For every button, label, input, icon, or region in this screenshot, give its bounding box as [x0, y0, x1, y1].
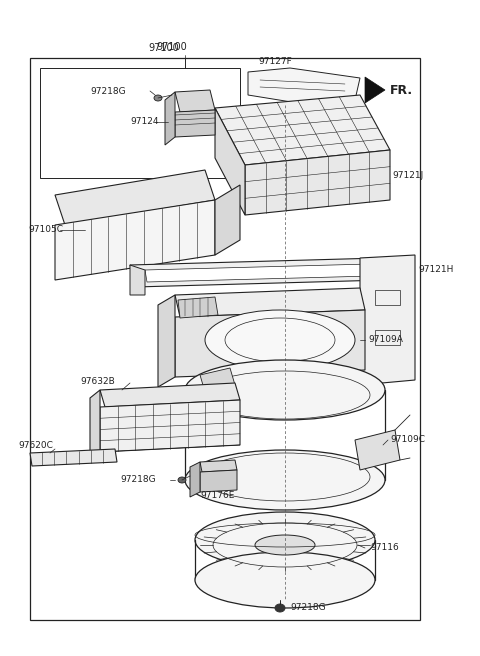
Polygon shape	[175, 288, 365, 317]
Text: 97109C: 97109C	[390, 436, 425, 445]
Text: 97105C: 97105C	[28, 226, 63, 234]
Bar	[375, 290, 400, 305]
Text: 97121J: 97121J	[392, 171, 423, 180]
Text: 97632B: 97632B	[80, 377, 115, 386]
Polygon shape	[355, 430, 400, 470]
Polygon shape	[158, 295, 175, 387]
Text: 97116: 97116	[370, 544, 399, 552]
Polygon shape	[100, 383, 240, 407]
Ellipse shape	[185, 360, 385, 420]
Polygon shape	[365, 77, 385, 103]
Polygon shape	[55, 200, 215, 280]
Bar	[30, 58, 420, 620]
Ellipse shape	[205, 310, 355, 370]
Polygon shape	[175, 90, 215, 112]
Bar	[40, 68, 240, 178]
Ellipse shape	[178, 477, 186, 483]
Bar	[375, 330, 400, 345]
Text: 97218G: 97218G	[90, 87, 126, 96]
Polygon shape	[175, 110, 215, 137]
Polygon shape	[165, 92, 175, 145]
Polygon shape	[190, 462, 200, 497]
Polygon shape	[200, 368, 235, 392]
Polygon shape	[360, 255, 415, 385]
Text: 97218G: 97218G	[290, 604, 325, 613]
Polygon shape	[30, 449, 117, 466]
Polygon shape	[130, 258, 385, 287]
Ellipse shape	[275, 604, 285, 612]
Polygon shape	[55, 170, 215, 225]
Ellipse shape	[154, 95, 162, 101]
Polygon shape	[245, 150, 390, 215]
Polygon shape	[248, 68, 360, 105]
Polygon shape	[215, 95, 390, 165]
Text: 97121H: 97121H	[418, 266, 454, 274]
Text: 97127F: 97127F	[258, 58, 292, 66]
Text: 97218G: 97218G	[120, 476, 156, 485]
Polygon shape	[215, 185, 240, 255]
Text: 97176E: 97176E	[200, 491, 234, 499]
Polygon shape	[215, 108, 245, 215]
Text: 97100: 97100	[148, 43, 179, 53]
Polygon shape	[178, 297, 218, 318]
Text: 97620C: 97620C	[18, 440, 53, 449]
Text: FR.: FR.	[390, 83, 413, 96]
Polygon shape	[90, 390, 100, 460]
Polygon shape	[100, 400, 240, 452]
Text: 97124: 97124	[130, 117, 158, 127]
Text: 97100: 97100	[156, 42, 187, 52]
Polygon shape	[130, 265, 145, 295]
Ellipse shape	[195, 552, 375, 608]
Polygon shape	[200, 460, 237, 472]
Text: 97109A: 97109A	[368, 335, 403, 344]
Polygon shape	[200, 470, 237, 492]
Ellipse shape	[195, 512, 375, 568]
Polygon shape	[175, 310, 365, 377]
Polygon shape	[145, 264, 372, 282]
Ellipse shape	[185, 450, 385, 510]
Ellipse shape	[255, 535, 315, 555]
